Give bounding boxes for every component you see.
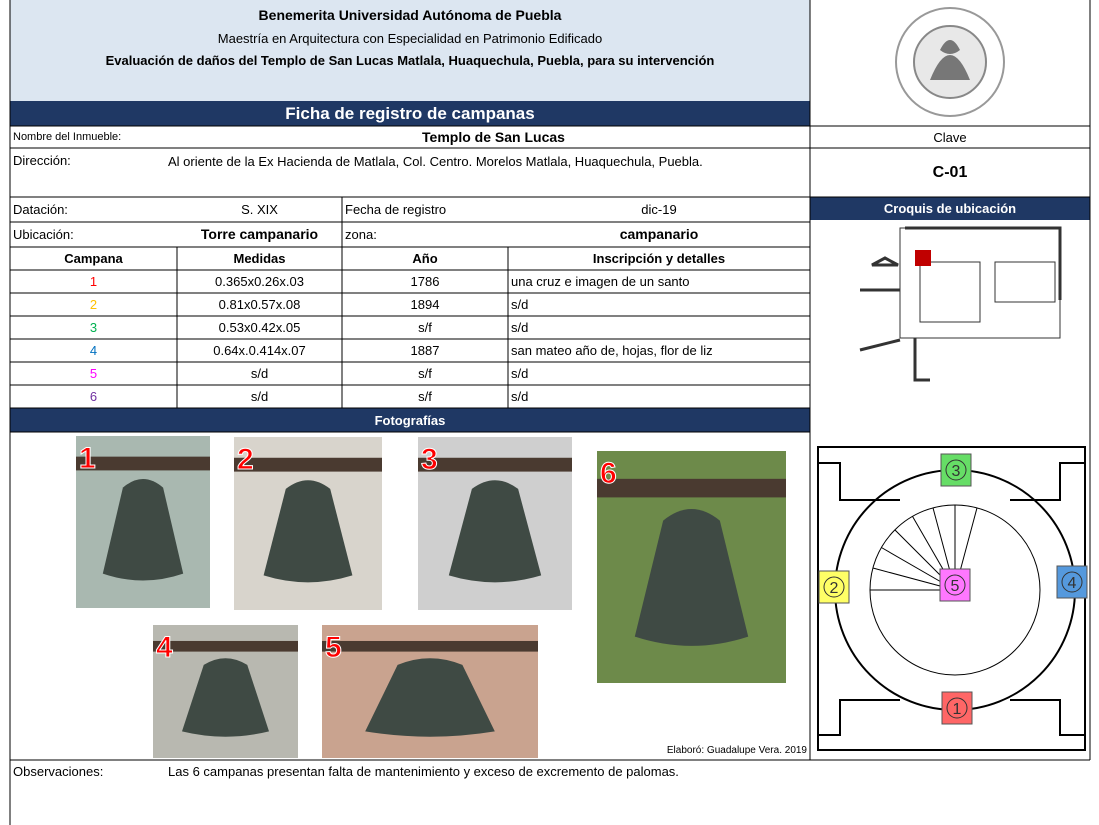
- column-header: Año: [412, 251, 438, 266]
- table-cell: s/d: [511, 366, 529, 381]
- croquis-bar: [810, 197, 1090, 220]
- value: C-01: [932, 164, 968, 181]
- plan-marker-ring: [945, 459, 967, 481]
- table-cell: 0.53x0.42x.05: [218, 320, 301, 335]
- bell-number: 6: [89, 389, 98, 404]
- fotos-bar: [10, 408, 810, 432]
- column-header: Inscripción y detalles: [592, 251, 726, 266]
- table-cell: 1894: [410, 297, 440, 312]
- plan-wall: [859, 226, 1062, 382]
- photo-bell: [182, 658, 269, 737]
- value: Al oriente de la Ex Hacienda de Matlala,…: [168, 154, 703, 169]
- photo-bell: [365, 658, 495, 737]
- photo-beam: [322, 640, 538, 652]
- bell-number: 4: [89, 343, 98, 358]
- table-cell: 1887: [410, 343, 440, 358]
- label: Nombre del Inmueble:: [13, 130, 122, 143]
- table-cell: 0.81x0.57x.08: [218, 297, 301, 312]
- value: campanario: [619, 226, 699, 242]
- plan-marker-ring: [944, 574, 966, 596]
- photo-bell: [634, 509, 749, 646]
- value: Las 6 campanas presentan falta de manten…: [168, 763, 679, 779]
- column-header: Campana: [64, 251, 123, 266]
- credit: Elaboró: Guadalupe Vera. 2019: [666, 744, 807, 756]
- plan-label: 3: [952, 463, 961, 480]
- table-cell: una cruz e imagen de un santo: [511, 274, 690, 289]
- value: S. XIX: [241, 202, 278, 217]
- table-cell: 0.365x0.26x.03: [215, 274, 304, 289]
- section-title: Croquis de ubicación: [883, 201, 1017, 216]
- form-title: Ficha de registro de campanas: [285, 104, 535, 123]
- photo-beam: [418, 457, 572, 472]
- value: Torre campanario: [200, 226, 319, 242]
- table-cell: s/f: [418, 320, 432, 335]
- photo-bell: [448, 480, 542, 583]
- photo-label: 5: [325, 631, 342, 664]
- plan-room: [994, 261, 1056, 303]
- table-cell: s/d: [511, 320, 529, 335]
- table-cell: s/d: [250, 366, 269, 381]
- plan-label: 5: [951, 578, 960, 595]
- photo-bell: [102, 479, 184, 581]
- label: Ubicación:: [13, 227, 74, 242]
- label: Fecha de registro: [345, 202, 447, 217]
- bell-number: 3: [89, 320, 98, 335]
- plan-label: 4: [1068, 575, 1077, 592]
- table-cell: 0.64x.0.414x.07: [213, 343, 306, 358]
- photo-bell: [263, 480, 353, 583]
- title-bar: [10, 101, 810, 126]
- table-cell: s/d: [511, 297, 529, 312]
- plan-marker-ring: [823, 576, 845, 598]
- plan-marker-ring: [1061, 571, 1083, 593]
- photo-beam: [234, 457, 382, 472]
- table-cell: s/f: [418, 366, 432, 381]
- plan-room: [919, 261, 981, 323]
- site-plan: [859, 226, 1062, 382]
- photo-label: 6: [600, 457, 617, 490]
- value: Templo de San Lucas: [422, 128, 565, 145]
- label: zona:: [345, 227, 377, 242]
- plan-marker-ring: [946, 697, 968, 719]
- table-cell: san mateo año de, hojas, flor de liz: [511, 343, 713, 358]
- table-cell: s/d: [250, 389, 269, 404]
- logo-figure: [930, 40, 970, 80]
- value: dic-19: [641, 202, 677, 217]
- column-header: Medidas: [233, 251, 286, 266]
- plan-tower: [915, 250, 931, 266]
- plan-buttress: [818, 462, 1085, 736]
- label: Dirección:: [13, 152, 71, 168]
- header-bg: [10, 0, 810, 101]
- photo-label: 1: [79, 442, 96, 475]
- university: Benemerita Universidad Autónoma de Puebl…: [258, 6, 562, 23]
- bell-number: 5: [89, 366, 98, 381]
- label: Datación:: [13, 202, 68, 217]
- photo-label: 2: [237, 443, 254, 476]
- label: Clave: [933, 129, 967, 145]
- table-cell: s/f: [418, 389, 432, 404]
- photo-label: 4: [156, 631, 173, 664]
- photo-label: 3: [421, 443, 438, 476]
- plan-label: 1: [953, 701, 962, 718]
- photo-beam: [153, 640, 298, 652]
- project: Evaluación de daños del Templo de San Lu…: [105, 52, 715, 68]
- table-cell: s/d: [511, 389, 529, 404]
- plan-label: 2: [830, 580, 839, 597]
- label: Observaciones:: [13, 763, 104, 779]
- section-title: Fotografías: [374, 412, 446, 428]
- photo-beam: [597, 478, 786, 498]
- bell-number: 2: [89, 297, 98, 312]
- photo-beam: [76, 456, 210, 471]
- table-cell: 1786: [410, 274, 440, 289]
- program: Maestría en Arquitectura con Especialida…: [217, 30, 603, 46]
- bell-number: 1: [89, 274, 98, 289]
